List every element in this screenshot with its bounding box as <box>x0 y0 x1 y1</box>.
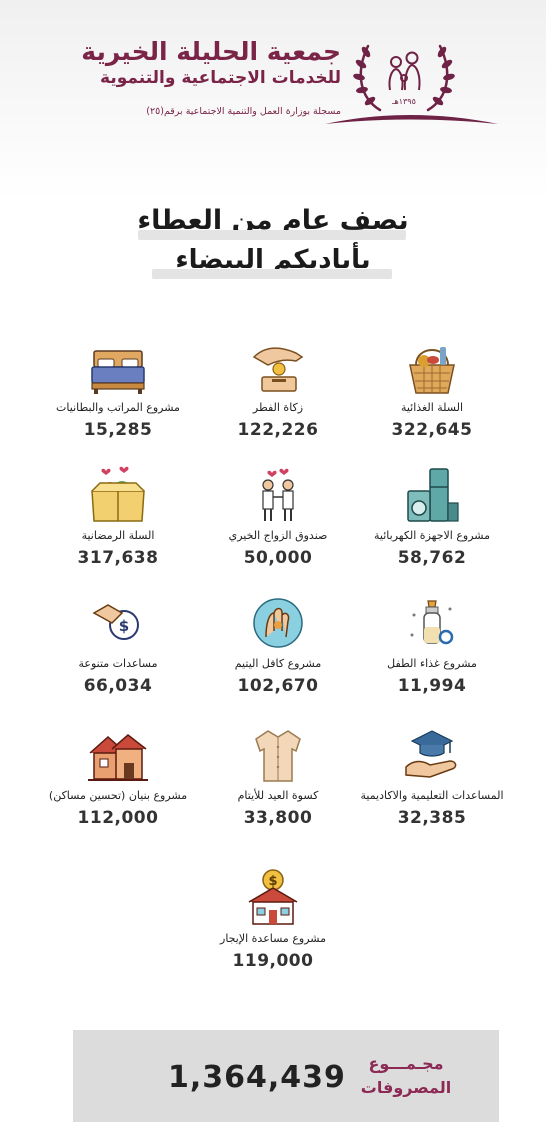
org-logo-icon: ١٣٩٥هـ <box>325 44 498 124</box>
item-child-food: مشروع غذاء الطفل 11,994 <box>347 591 517 696</box>
item-eid-clothing: كسوة العيد للأيتام 33,800 <box>193 723 363 828</box>
total-label: مجـمـــوع المصروفات <box>351 1052 461 1100</box>
item-value: 33,800 <box>243 808 313 828</box>
logo-year: ١٣٩٥هـ <box>391 97 416 106</box>
food-basket-icon <box>409 347 455 394</box>
total-expenses-panel: مجـمـــوع المصروفات 1,364,439 <box>73 1030 499 1122</box>
item-label: كسوة العيد للأيتام <box>237 789 319 802</box>
item-value: 122,226 <box>237 420 319 440</box>
couple-icon <box>262 468 294 521</box>
item-value: 11,994 <box>397 676 467 696</box>
total-value: 1,364,439 <box>168 1060 346 1095</box>
item-rent-assistance: $ مشروع مساعدة الإيجار 119,000 <box>188 866 358 971</box>
item-education-aid: المساعدات التعليمية والاكاديمية 32,385 <box>347 723 517 828</box>
svg-text:$: $ <box>119 617 129 635</box>
item-label: السلة الرمضانية <box>81 529 155 542</box>
item-value: 50,000 <box>243 548 313 568</box>
item-label: زكاة الفطر <box>252 401 304 414</box>
org-name: جمعية الحليلة الخيرية <box>81 37 341 66</box>
charity-hand-icon <box>252 347 304 392</box>
item-label: مشروع الاجهزة الكهربائية <box>374 529 490 542</box>
item-misc-aid: $ مساعدات متنوعة 66,034 <box>33 591 203 696</box>
money-hand-icon: $ <box>92 604 139 640</box>
item-label: مشروع مساعدة الإيجار <box>220 932 326 945</box>
bed-icon <box>91 350 145 394</box>
item-mattresses: مشروع المراتب والبطانيات 15,285 <box>33 335 203 440</box>
item-value: 112,000 <box>77 808 159 828</box>
item-label: مشروع غذاء الطفل <box>387 657 477 670</box>
item-housing-improvement: مشروع بنيان (تحسين مساكن) 112,000 <box>33 723 203 828</box>
total-label-line-2: المصروفات <box>360 1078 452 1097</box>
item-value: 66,034 <box>83 676 153 696</box>
item-value: 317,638 <box>77 548 159 568</box>
houses-icon <box>88 734 148 781</box>
org-subtitle: للخدمات الاجتماعية والتنموية <box>100 68 341 88</box>
item-ramadan-basket: السلة الرمضانية 317,638 <box>33 463 203 568</box>
item-value: 15,285 <box>83 420 153 440</box>
item-label: السلة الغذائية <box>400 401 464 414</box>
graduation-cap-icon <box>405 730 457 778</box>
item-label: مشروع المراتب والبطانيات <box>56 401 180 414</box>
item-orphan-sponsor: مشروع كافل اليتيم 102,670 <box>193 591 363 696</box>
rent-house-icon: $ <box>248 869 298 925</box>
ramadan-box-icon <box>91 466 145 522</box>
registration-note: مسجلة بوزارة العمل والتنمية الاجتماعية ب… <box>146 106 341 117</box>
item-food-basket: السلة الغذائية 322,645 <box>347 335 517 440</box>
item-value: 58,762 <box>397 548 467 568</box>
item-value: 102,670 <box>237 676 319 696</box>
item-marriage-fund: صندوق الزواج الخيري 50,000 <box>193 463 363 568</box>
svg-text:$: $ <box>268 874 277 889</box>
shirt-icon <box>255 730 301 782</box>
item-label: مساعدات متنوعة <box>78 657 158 670</box>
item-label: صندوق الزواج الخيري <box>228 529 328 542</box>
item-label: مشروع كافل اليتيم <box>234 657 322 670</box>
headline-underline-2 <box>152 269 392 279</box>
header: جمعية الحليلة الخيرية للخدمات الاجتماعية… <box>0 0 546 140</box>
item-value: 322,645 <box>391 420 473 440</box>
item-label: مشروع بنيان (تحسين مساكن) <box>48 789 188 802</box>
orphan-care-icon <box>253 598 303 648</box>
item-value: 32,385 <box>397 808 467 828</box>
header-background <box>0 0 546 200</box>
baby-bottle-icon <box>410 600 454 645</box>
appliances-icon <box>407 468 459 522</box>
headline-underline-1 <box>138 230 406 240</box>
total-label-line-1: مجـمـــوع <box>368 1054 444 1073</box>
item-zakat-fitr: زكاة الفطر 122,226 <box>193 335 363 440</box>
item-label: المساعدات التعليمية والاكاديمية <box>360 789 504 802</box>
item-appliances: مشروع الاجهزة الكهربائية 58,762 <box>347 463 517 568</box>
item-value: 119,000 <box>232 951 314 971</box>
